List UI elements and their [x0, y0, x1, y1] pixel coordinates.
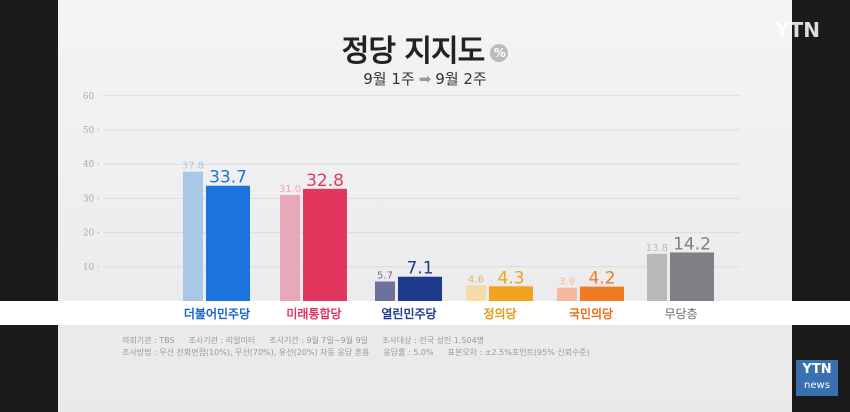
- note-item: 조사대상 : 전국 성인 1,504명: [382, 336, 485, 345]
- label-strip: [0, 301, 850, 325]
- bar-new: [398, 276, 442, 301]
- bar-new: [303, 188, 347, 301]
- note-item: 표본오차 : ±2.5%포인트(95% 신뢰수준): [447, 348, 590, 357]
- category-label: 더불어민주당: [184, 306, 250, 321]
- y-tick-label: 40 ·: [83, 160, 100, 170]
- chart-panel: [58, 0, 792, 412]
- bar-new: [580, 286, 624, 301]
- watermark-logo: YTN: [775, 18, 820, 42]
- data-label-old: 3.9: [559, 277, 575, 288]
- unit-badge: %: [490, 43, 509, 62]
- category-label: 미래통합당: [286, 306, 341, 321]
- bar-new: [489, 286, 533, 301]
- data-label-new: 4.2: [588, 269, 615, 289]
- survey-notes: 의뢰기관 : TBS 조사기관 : 리얼미터 조사기간 : 9월 7일~9월 9일 조…: [122, 335, 604, 359]
- bar-old: [466, 285, 486, 301]
- data-label-new: 4.3: [497, 268, 524, 288]
- y-tick-label: 20 ·: [83, 229, 100, 239]
- bar-old: [647, 253, 667, 301]
- data-label-old: 5.7: [377, 271, 393, 282]
- y-tick-label: 30 ·: [83, 194, 100, 204]
- data-label-old: 4.6: [468, 274, 484, 285]
- bar-new: [206, 185, 250, 301]
- chart-title: 정당 지지도%: [0, 26, 850, 70]
- data-label-new: 7.1: [406, 259, 433, 279]
- y-tick-label: 10 ·: [83, 263, 100, 273]
- data-label-old: 37.8: [182, 161, 204, 172]
- bar-old: [557, 287, 577, 301]
- arrow-right-icon: ➡: [418, 70, 432, 88]
- bar-old: [375, 281, 395, 301]
- note-item: 응답률 : 5.0%: [383, 348, 434, 357]
- bar-new: [670, 252, 714, 301]
- note-item: 의뢰기관 : TBS: [122, 336, 175, 345]
- data-label-old: 13.8: [646, 243, 668, 254]
- data-label-old: 31.0: [279, 184, 301, 195]
- y-tick-label: 50 ·: [83, 126, 100, 136]
- category-label: 열린민주당: [381, 306, 436, 321]
- chart-subtitle: 9월 1주 ➡ 9월 2주: [363, 70, 487, 88]
- category-label: 국민의당: [569, 306, 613, 321]
- bar-old: [280, 194, 300, 301]
- note-item: 조사방법 : 무선 전화면접(10%), 무선(70%), 유선(20%) 자동…: [122, 348, 370, 357]
- note-item: 조사기관 : 리얼미터: [188, 336, 256, 345]
- category-label: 정의당: [483, 306, 516, 321]
- data-label-new: 32.8: [306, 171, 344, 191]
- data-label-new: 14.2: [673, 234, 711, 254]
- bar-old: [183, 171, 203, 301]
- ytn-news-logo: YTN news: [796, 360, 838, 396]
- category-label: 무당층: [664, 307, 697, 321]
- y-tick-label: 60 ·: [83, 92, 100, 102]
- data-label-new: 33.7: [209, 168, 247, 188]
- note-item: 조사기간 : 9월 7일~9월 9일: [269, 336, 369, 345]
